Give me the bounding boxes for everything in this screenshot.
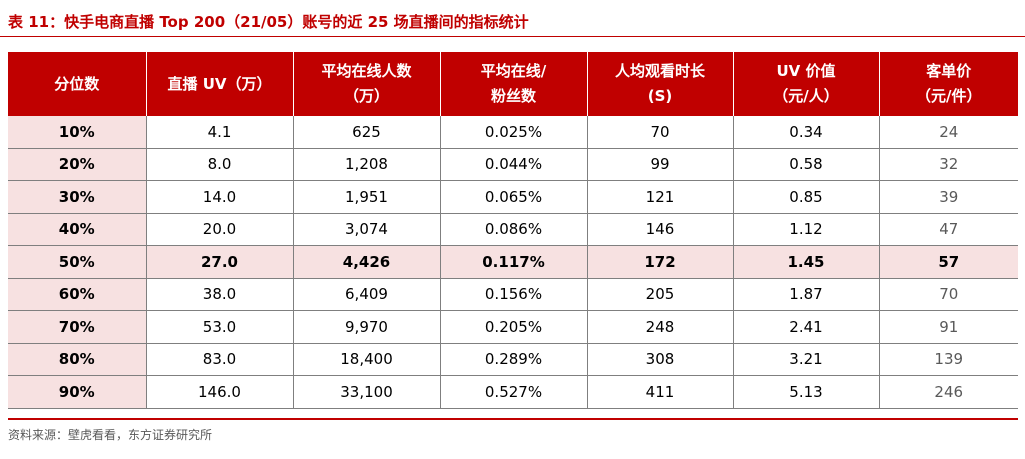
- cell-percentile: 90%: [8, 375, 146, 409]
- cell-watch-time: 172: [586, 245, 733, 279]
- cell-avg-order-price: 91: [878, 310, 1018, 344]
- cell-avg-online: 18,400: [292, 343, 440, 376]
- header-line: 平均在线人数: [321, 62, 412, 80]
- table-row: 70% 53.0 9,970 0.205% 248 2.41 91: [8, 310, 1018, 344]
- cell-avg-online: 9,970: [292, 310, 440, 344]
- cell-online-fans-ratio: 0.289%: [439, 343, 587, 376]
- cell-live-uv: 14.0: [145, 180, 293, 214]
- cell-live-uv: 53.0: [145, 310, 293, 344]
- cell-avg-online: 33,100: [292, 375, 440, 409]
- cell-uv-value: 0.85: [732, 180, 879, 214]
- cell-watch-time: 308: [586, 343, 733, 376]
- cell-avg-order-price: 24: [878, 116, 1018, 149]
- cell-online-fans-ratio: 0.156%: [439, 278, 587, 311]
- table-row: 80% 83.0 18,400 0.289% 308 3.21 139: [8, 343, 1018, 376]
- header-percentile: 分位数: [8, 52, 146, 116]
- cell-uv-value: 3.21: [732, 343, 879, 376]
- table-body: 10% 4.1 625 0.025% 70 0.34 24 20% 8.0 1,…: [8, 116, 1018, 409]
- title-divider: [0, 36, 1025, 37]
- table-row: 40% 20.0 3,074 0.086% 146 1.12 47: [8, 213, 1018, 246]
- cell-avg-order-price: 47: [878, 213, 1018, 246]
- cell-avg-online: 1,208: [292, 148, 440, 181]
- cell-avg-online: 6,409: [292, 278, 440, 311]
- stats-table: 分位数 直播 UV（万） 平均在线人数 （万） 平均在线/ 粉丝数 人均观看时长…: [8, 52, 1018, 409]
- cell-avg-order-price: 39: [878, 180, 1018, 214]
- cell-watch-time: 70: [586, 116, 733, 149]
- header-line: (S): [647, 87, 673, 105]
- cell-avg-order-price: 139: [878, 343, 1018, 376]
- cell-watch-time: 146: [586, 213, 733, 246]
- header-watch-time: 人均观看时长 (S): [586, 52, 733, 116]
- cell-percentile: 70%: [8, 310, 146, 344]
- cell-percentile: 60%: [8, 278, 146, 311]
- cell-uv-value: 5.13: [732, 375, 879, 409]
- table-row: 10% 4.1 625 0.025% 70 0.34 24: [8, 116, 1018, 149]
- table-row-median: 50% 27.0 4,426 0.117% 172 1.45 57: [8, 245, 1018, 279]
- source-note: 资料来源：壁虎看看，东方证券研究所: [8, 428, 213, 442]
- cell-live-uv: 27.0: [145, 245, 293, 279]
- cell-watch-time: 248: [586, 310, 733, 344]
- cell-uv-value: 0.58: [732, 148, 879, 181]
- header-avg-online: 平均在线人数 （万）: [292, 52, 440, 116]
- cell-avg-online: 3,074: [292, 213, 440, 246]
- header-avg-order-price: 客单价 （元/件）: [878, 52, 1018, 116]
- cell-avg-order-price: 57: [878, 245, 1018, 279]
- header-line: 人均观看时长: [614, 62, 705, 80]
- cell-avg-online: 625: [292, 116, 440, 149]
- cell-percentile: 30%: [8, 180, 146, 214]
- cell-uv-value: 1.12: [732, 213, 879, 246]
- cell-uv-value: 0.34: [732, 116, 879, 149]
- cell-online-fans-ratio: 0.527%: [439, 375, 587, 409]
- cell-avg-online: 4,426: [292, 245, 440, 279]
- table-title: 表 11：快手电商直播 Top 200（21/05）账号的近 25 场直播间的指…: [8, 13, 529, 31]
- cell-uv-value: 1.45: [732, 245, 879, 279]
- cell-avg-order-price: 70: [878, 278, 1018, 311]
- cell-percentile: 40%: [8, 213, 146, 246]
- cell-percentile: 10%: [8, 116, 146, 149]
- cell-percentile: 20%: [8, 148, 146, 181]
- cell-watch-time: 99: [586, 148, 733, 181]
- cell-live-uv: 4.1: [145, 116, 293, 149]
- cell-watch-time: 205: [586, 278, 733, 311]
- header-line: （元/人）: [773, 87, 839, 105]
- cell-online-fans-ratio: 0.065%: [439, 180, 587, 214]
- cell-online-fans-ratio: 0.086%: [439, 213, 587, 246]
- header-live-uv: 直播 UV（万）: [145, 52, 293, 116]
- cell-live-uv: 38.0: [145, 278, 293, 311]
- table-row: 30% 14.0 1,951 0.065% 121 0.85 39: [8, 180, 1018, 214]
- cell-watch-time: 411: [586, 375, 733, 409]
- header-line: UV 价值: [776, 62, 836, 80]
- header-line: 直播 UV（万）: [167, 74, 272, 93]
- table-header-row: 分位数 直播 UV（万） 平均在线人数 （万） 平均在线/ 粉丝数 人均观看时长…: [8, 52, 1018, 116]
- header-line: 分位数: [54, 74, 100, 93]
- cell-uv-value: 1.87: [732, 278, 879, 311]
- bottom-divider: [8, 418, 1018, 420]
- cell-online-fans-ratio: 0.025%: [439, 116, 587, 149]
- header-line: 平均在线/: [480, 62, 547, 80]
- header-line: （元/件）: [916, 87, 982, 105]
- cell-online-fans-ratio: 0.117%: [439, 245, 587, 279]
- cell-uv-value: 2.41: [732, 310, 879, 344]
- header-uv-value: UV 价值 （元/人）: [732, 52, 879, 116]
- cell-live-uv: 8.0: [145, 148, 293, 181]
- cell-percentile: 50%: [8, 245, 146, 279]
- header-online-fans-ratio: 平均在线/ 粉丝数: [439, 52, 587, 116]
- cell-online-fans-ratio: 0.205%: [439, 310, 587, 344]
- cell-live-uv: 83.0: [145, 343, 293, 376]
- cell-avg-online: 1,951: [292, 180, 440, 214]
- cell-live-uv: 146.0: [145, 375, 293, 409]
- table-row: 20% 8.0 1,208 0.044% 99 0.58 32: [8, 148, 1018, 181]
- table-row: 90% 146.0 33,100 0.527% 411 5.13 246: [8, 375, 1018, 409]
- header-line: 粉丝数: [490, 87, 536, 105]
- cell-online-fans-ratio: 0.044%: [439, 148, 587, 181]
- cell-live-uv: 20.0: [145, 213, 293, 246]
- header-line: （万）: [343, 87, 389, 105]
- cell-avg-order-price: 246: [878, 375, 1018, 409]
- cell-avg-order-price: 32: [878, 148, 1018, 181]
- header-line: 客单价: [926, 62, 972, 80]
- cell-watch-time: 121: [586, 180, 733, 214]
- table-row: 60% 38.0 6,409 0.156% 205 1.87 70: [8, 278, 1018, 311]
- cell-percentile: 80%: [8, 343, 146, 376]
